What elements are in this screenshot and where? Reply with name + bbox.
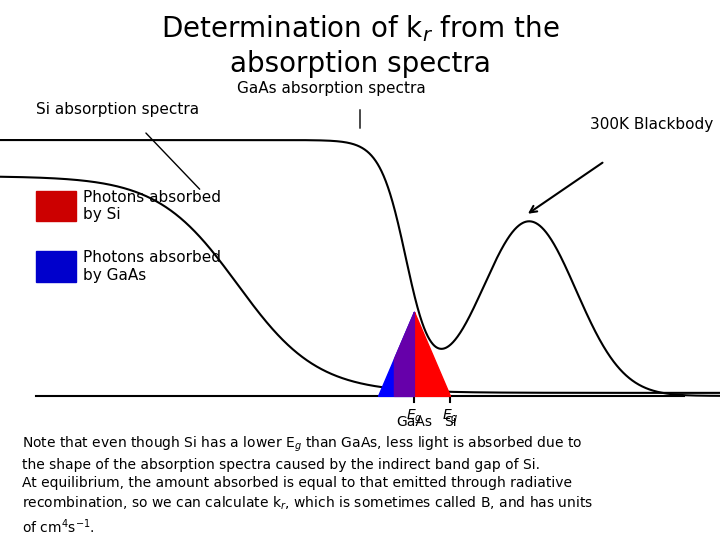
Text: Si absorption spectra: Si absorption spectra [36, 103, 199, 117]
Text: Photons absorbed
by Si: Photons absorbed by Si [83, 190, 221, 222]
Text: $E_g$: $E_g$ [405, 407, 423, 426]
Text: Si: Si [444, 415, 456, 429]
Text: Determination of k$_r$ from the
absorption spectra: Determination of k$_r$ from the absorpti… [161, 14, 559, 78]
Text: Photons absorbed
by GaAs: Photons absorbed by GaAs [83, 250, 221, 282]
Bar [36, 252, 76, 281]
Bar [36, 191, 76, 221]
Text: Note that even though Si has a lower E$_g$ than GaAs, less light is absorbed due: Note that even though Si has a lower E$_… [22, 435, 593, 536]
Text: GaAs: GaAs [396, 415, 432, 429]
Text: $E_g$: $E_g$ [441, 407, 459, 426]
Text: 300K Blackbody: 300K Blackbody [590, 118, 714, 132]
Text: GaAs absorption spectra: GaAs absorption spectra [237, 82, 426, 96]
